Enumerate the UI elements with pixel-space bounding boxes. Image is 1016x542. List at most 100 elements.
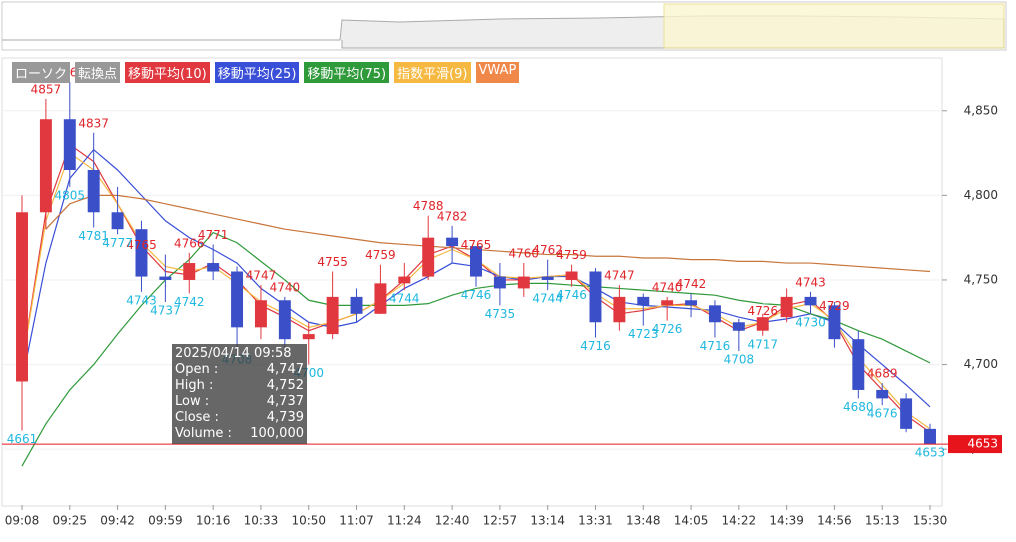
tooltip-value: 4,737	[266, 394, 304, 409]
ma-line	[21, 231, 931, 467]
candle-body	[87, 169, 100, 213]
tooltip-key: High :	[175, 378, 214, 393]
candle-body	[350, 296, 363, 314]
candle-body	[159, 276, 172, 280]
tooltip-value: 4,739	[266, 410, 304, 425]
pivot-low: 4716	[580, 339, 611, 353]
x-tick-label: 13:31	[578, 514, 613, 528]
tooltip-value: 4,752	[266, 378, 304, 393]
pivot-low: 4726	[652, 322, 683, 336]
pivot-high: 4765	[126, 238, 157, 252]
tooltip-value: 4,747	[266, 362, 304, 377]
ma-line	[45, 194, 931, 273]
x-tick-label: 13:14	[530, 514, 565, 528]
pivot-high: 4755	[317, 255, 348, 269]
pivot-low: 4743	[126, 293, 157, 307]
candle-body	[756, 317, 769, 331]
candle-body	[589, 271, 602, 323]
candle-body	[708, 305, 721, 323]
candle-body	[16, 212, 28, 382]
candle-body	[254, 300, 267, 328]
candle-body	[470, 246, 482, 277]
candle-body	[422, 237, 435, 277]
x-tick-label: 12:40	[435, 514, 470, 528]
x-tick-label: 12:57	[483, 514, 518, 528]
x-tick-label: 09:59	[148, 514, 183, 528]
pivot-low: 4744	[389, 292, 420, 306]
candle-body	[637, 296, 650, 306]
candle-body	[852, 339, 865, 390]
pivot-low: 4653	[915, 446, 946, 460]
pivot-low: 4781	[78, 229, 109, 243]
plot-frame	[1, 57, 943, 507]
x-tick-label: 10:50	[291, 514, 326, 528]
legend-item[interactable]: 移動平均(75)	[304, 62, 390, 83]
pivot-low: 4716	[700, 339, 731, 353]
pivot-low: 4735	[485, 307, 516, 321]
legend-item[interactable]: ローソク	[12, 62, 71, 83]
x-tick-label: 14:05	[674, 514, 709, 528]
candle-body	[231, 271, 244, 328]
pivot-high: 4747	[604, 269, 635, 283]
y-tick-label: 4,700	[964, 357, 998, 371]
navigator-window[interactable]	[663, 3, 1005, 49]
x-tick-label: 09:25	[52, 514, 87, 528]
x-tick-label: 13:48	[626, 514, 661, 528]
pivot-low: 4723	[628, 327, 659, 341]
x-tick-label: 11:07	[339, 514, 374, 528]
pivot-high: 4782	[437, 209, 468, 223]
legend: ローソク 転換点 移動平均(10) 移動平均(25) 移動平均(75) 指数平滑(9) VW…	[12, 62, 520, 83]
tooltip-key: Open :	[175, 362, 219, 377]
candle-body	[924, 428, 936, 445]
tooltip-time: 2025/04/14 09:58	[175, 346, 292, 361]
candle-body	[613, 296, 626, 323]
candle-body	[517, 276, 530, 289]
candle-body	[326, 296, 339, 335]
pivot-low: 4744	[532, 292, 563, 306]
pivot-low: 4777	[102, 236, 133, 250]
legend-item[interactable]: VWAP	[475, 62, 520, 83]
tooltip-key: Low :	[175, 394, 210, 409]
candle-body	[63, 119, 76, 170]
pivot-high: 4743	[795, 275, 826, 289]
pivot-low: 4746	[461, 288, 492, 302]
pivot-high: 4759	[365, 248, 396, 262]
tooltip-value: 100,000	[250, 426, 304, 441]
pivot-low: 4737	[150, 303, 181, 317]
pivot-low: 4746	[556, 288, 587, 302]
candle-body	[374, 283, 387, 314]
legend-item[interactable]: 指数平滑(9)	[394, 62, 471, 83]
x-tick-label: 10:16	[196, 514, 231, 528]
legend-item[interactable]: 移動平均(10)	[125, 62, 210, 83]
x-tick-label: 14:39	[769, 514, 804, 528]
pivot-high: 4857	[31, 82, 62, 96]
price-box	[948, 435, 1002, 454]
pivot-low: 4680	[843, 400, 874, 414]
candle-body	[541, 276, 554, 280]
candle-body	[900, 398, 913, 429]
candle-body	[661, 300, 674, 306]
candle-body	[135, 229, 148, 277]
pivot-high: 4760	[509, 247, 540, 261]
pivot-high: 4729	[819, 299, 850, 313]
tooltip-row: Volume : 100,000	[175, 426, 304, 442]
tooltip-row: Close : 4,739	[175, 410, 304, 426]
candle-body	[183, 263, 196, 280]
pivot-low: 4742	[174, 295, 205, 309]
pivot-low: 4805	[55, 188, 86, 202]
x-tick-label: 14:56	[817, 514, 852, 528]
y-tick-label: 4,800	[964, 188, 998, 202]
pivot-high: 4742	[676, 277, 707, 291]
x-tick-label: 10:33	[244, 514, 279, 528]
x-tick-label: 09:08	[5, 514, 40, 528]
pivot-high: 4759	[556, 248, 587, 262]
pivot-low: 4676	[867, 407, 898, 421]
pivot-high: 4762	[532, 243, 563, 257]
candle-body	[398, 276, 411, 284]
pivot-low: 4661	[7, 432, 38, 446]
legend-item[interactable]: 移動平均(25)	[214, 62, 300, 83]
candle-body	[207, 263, 220, 272]
legend-item[interactable]: 転換点	[75, 62, 121, 83]
pivot-high: 4788	[413, 199, 444, 213]
